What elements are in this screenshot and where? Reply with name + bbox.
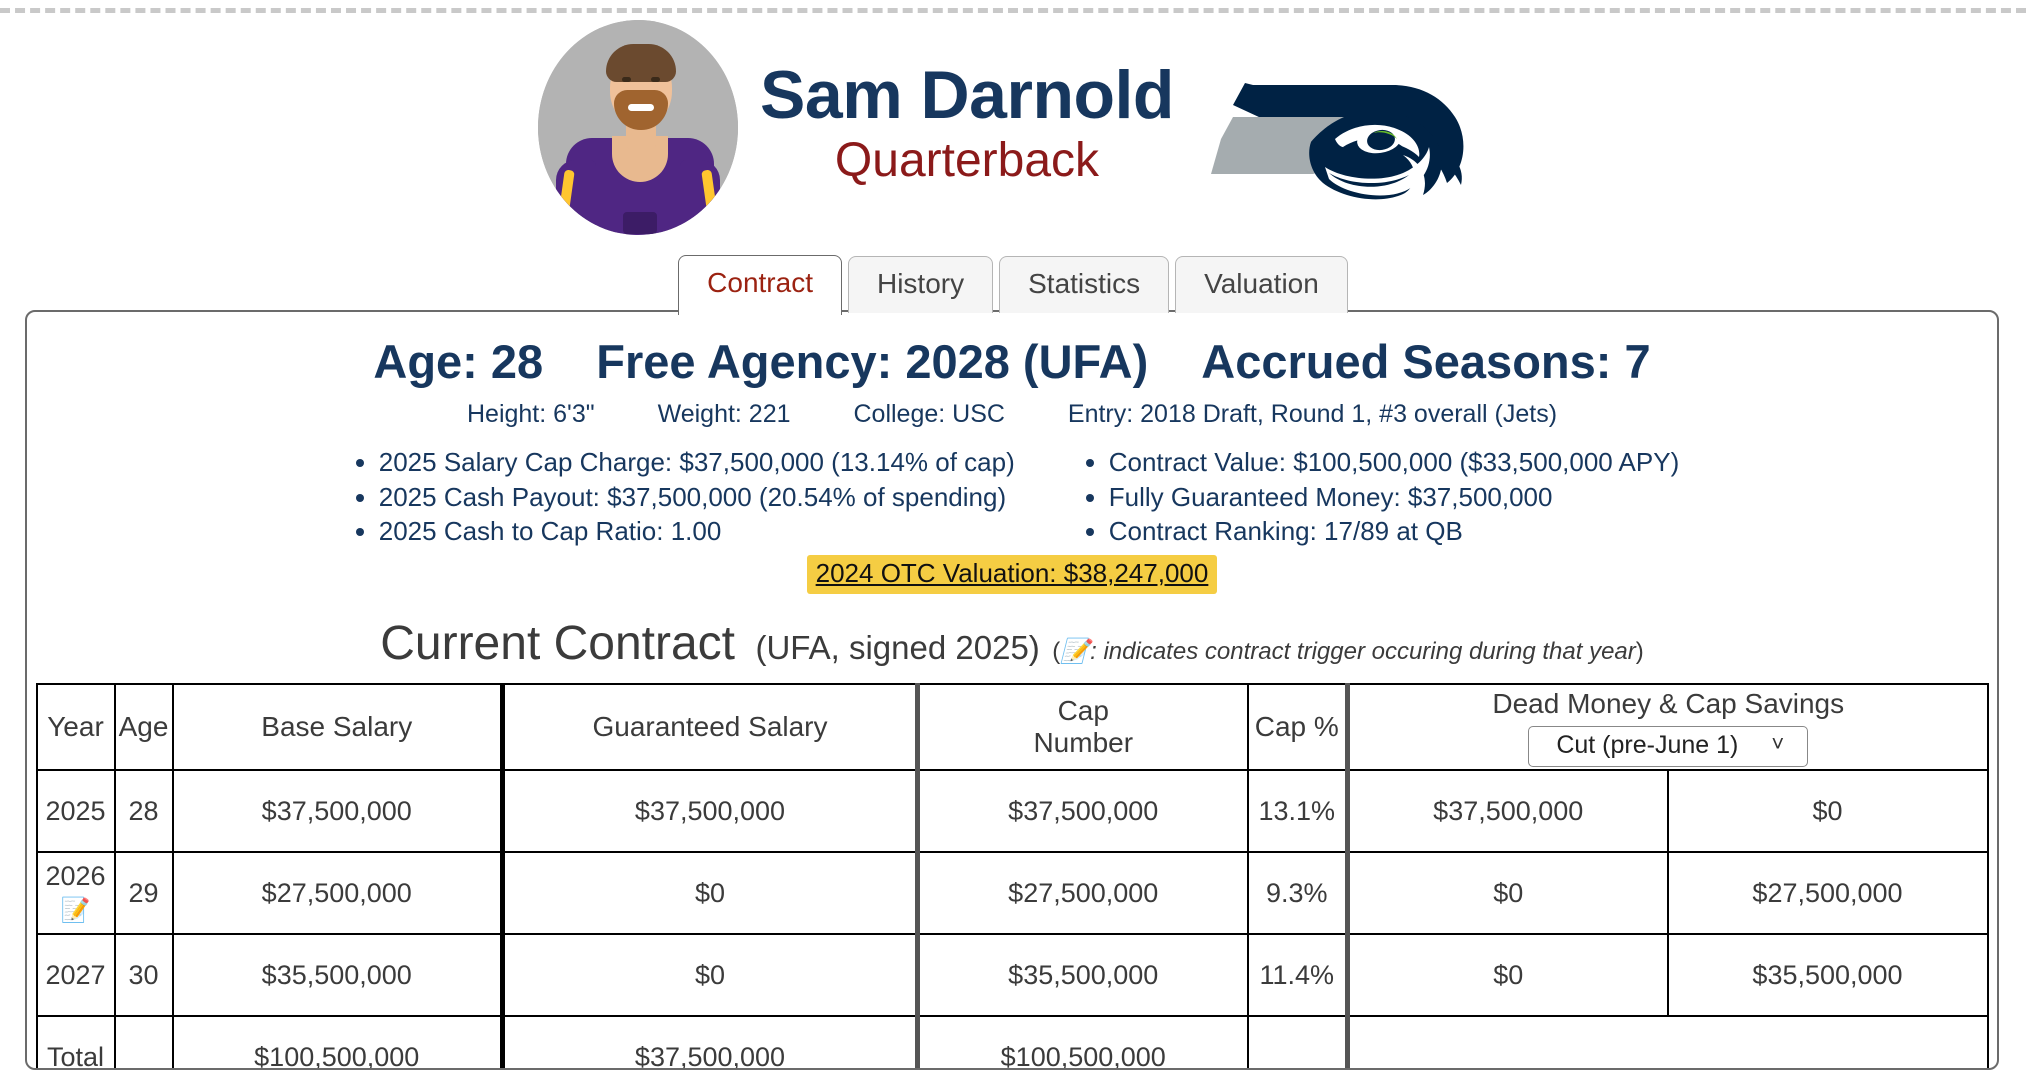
fact-cap-charge: 2025 Salary Cap Charge: $37,500,000 (13.…: [379, 445, 1015, 480]
player-name-block: Sam Darnold Quarterback: [760, 61, 1174, 194]
current-contract-heading: Current Contract: [380, 617, 736, 671]
seahawks-logo-icon: [1188, 33, 1488, 223]
cell-year: 2026 📝: [35, 851, 116, 936]
table-header-row: Year Age Base Salary Guaranteed Salary C…: [35, 683, 1989, 772]
contract-panel: Age: 28 Free Agency: 2028 (UFA) Accrued …: [25, 310, 1999, 1070]
tab-contract[interactable]: Contract: [678, 255, 842, 315]
cell-year-value: 2026: [45, 861, 106, 892]
th-cap-number-line2: Number: [1033, 727, 1134, 759]
headline-accrued-seasons: Accrued Seasons: 7: [1201, 335, 1651, 388]
cell-total-cap-number: $100,500,000: [915, 1015, 1249, 1068]
subline-height: Height: 6'3": [466, 399, 595, 428]
player-headline: Age: 28 Free Agency: 2028 (UFA) Accrued …: [27, 336, 1997, 388]
tab-valuation[interactable]: Valuation: [1175, 256, 1348, 313]
cell-cap-number: $37,500,000: [915, 769, 1249, 854]
fact-cash-to-cap: 2025 Cash to Cap Ratio: 1.00: [379, 514, 1015, 549]
cell-cap-number: $35,500,000: [915, 933, 1249, 1018]
cell-year: 2027: [35, 933, 116, 1018]
fact-cash-payout: 2025 Cash Payout: $37,500,000 (20.54% of…: [379, 480, 1015, 515]
subline-weight: Weight: 221: [657, 399, 791, 428]
cell-year: 2025: [35, 769, 116, 854]
cell-dead-money: $0: [1345, 851, 1669, 936]
table-row: 2025 28 $37,500,000 $37,500,000 $37,500,…: [35, 769, 1989, 854]
dead-money-scenario-select[interactable]: Cut (pre-June 1) ˅: [1528, 725, 1809, 767]
facts-list-right: Contract Value: $100,500,000 ($33,500,00…: [1075, 445, 1680, 549]
trigger-legend: (📝: indicates contract trigger occuring …: [1052, 638, 1644, 665]
th-dead-money-group: Dead Money & Cap Savings Cut (pre-June 1…: [1345, 683, 1989, 772]
facts-list-left: 2025 Salary Cap Charge: $37,500,000 (13.…: [345, 445, 1015, 549]
page-top-divider: [0, 8, 2026, 13]
table-row: 2027 30 $35,500,000 $0 $35,500,000 11.4%…: [35, 933, 1989, 1018]
player-header: Sam Darnold Quarterback: [0, 20, 2026, 235]
cell-cap-pct: 9.3%: [1246, 851, 1349, 936]
table-row: 2026 📝 29 $27,500,000 $0 $27,500,000 9.3…: [35, 851, 1989, 936]
tab-bar: Contract History Statistics Valuation: [0, 255, 2026, 315]
fact-contract-value: Contract Value: $100,500,000 ($33,500,00…: [1109, 445, 1680, 480]
fact-contract-ranking: Contract Ranking: 17/89 at QB: [1109, 514, 1680, 549]
player-name: Sam Darnold: [760, 57, 1174, 134]
table-total-row: Total $100,500,000 $37,500,000 $100,500,…: [35, 1015, 1989, 1068]
headline-free-agency: Free Agency: 2028 (UFA): [596, 335, 1149, 388]
cell-total-dead-blank: [1345, 1015, 1989, 1068]
cell-base-salary: $35,500,000: [171, 933, 504, 1018]
cell-guaranteed-salary: $37,500,000: [500, 769, 919, 854]
cell-total-base-salary: $100,500,000: [171, 1015, 504, 1068]
cell-cap-savings: $0: [1666, 769, 1989, 854]
cell-cap-number: $27,500,000: [915, 851, 1249, 936]
trigger-legend-open: (: [1052, 638, 1061, 666]
otc-valuation-badge[interactable]: 2024 OTC Valuation: $38,247,000: [806, 555, 1218, 595]
cell-total-age: [113, 1015, 174, 1068]
cell-dead-money: $0: [1345, 933, 1669, 1018]
th-age: Age: [113, 683, 174, 772]
cell-total-label: Total: [35, 1015, 116, 1068]
th-year: Year: [35, 683, 116, 772]
contract-trigger-memo-icon: 📝: [60, 897, 91, 925]
trigger-legend-close: ): [1635, 638, 1644, 666]
cell-cap-pct: 13.1%: [1246, 769, 1349, 854]
cell-age: 28: [113, 769, 174, 854]
facts-columns: 2025 Salary Cap Charge: $37,500,000 (13.…: [27, 445, 1997, 549]
th-guaranteed-salary: Guaranteed Salary: [500, 683, 919, 772]
fact-fully-guaranteed: Fully Guaranteed Money: $37,500,000: [1109, 480, 1680, 515]
cell-cap-savings: $35,500,000: [1666, 933, 1989, 1018]
cell-base-salary: $27,500,000: [171, 851, 504, 936]
contract-table: Year Age Base Salary Guaranteed Salary C…: [35, 683, 1989, 1068]
th-cap-number-line1: Cap: [1057, 695, 1109, 727]
chevron-down-icon: ˅: [1771, 730, 1785, 756]
cell-guaranteed-salary: $0: [500, 933, 919, 1018]
current-contract-subheading: (UFA, signed 2025): [755, 629, 1040, 667]
cell-age: 29: [113, 851, 174, 936]
dead-money-scenario-value: Cut (pre-June 1): [1556, 730, 1739, 759]
memo-icon: 📝: [1060, 638, 1091, 666]
tab-statistics[interactable]: Statistics: [999, 256, 1170, 313]
otc-valuation-wrap: 2024 OTC Valuation: $38,247,000: [27, 555, 1997, 595]
player-position: Quarterback: [834, 134, 1100, 188]
cell-age: 30: [113, 933, 174, 1018]
cell-cap-pct: 11.4%: [1246, 933, 1349, 1018]
subline-entry: Entry: 2018 Draft, Round 1, #3 overall (…: [1067, 399, 1558, 428]
th-base-salary: Base Salary: [171, 683, 504, 772]
cell-total-cap-pct: [1246, 1015, 1349, 1068]
th-cap-number: Cap Number: [915, 683, 1249, 772]
subline-college: College: USC: [853, 399, 1005, 428]
th-cap-pct: Cap %: [1246, 683, 1349, 772]
cell-total-guaranteed-salary: $37,500,000: [500, 1015, 919, 1068]
cell-guaranteed-salary: $0: [500, 851, 919, 936]
th-dead-money-label: Dead Money & Cap Savings: [1492, 687, 1845, 719]
cell-dead-money: $37,500,000: [1345, 769, 1669, 854]
cell-cap-savings: $27,500,000: [1666, 851, 1989, 936]
tab-history[interactable]: History: [847, 256, 994, 313]
player-headshot: [538, 20, 739, 235]
trigger-legend-text: : indicates contract trigger occuring du…: [1090, 638, 1636, 666]
headline-age: Age: 28: [373, 335, 544, 388]
player-subline: Height: 6'3" Weight: 221 College: USC En…: [27, 400, 1997, 429]
current-contract-title: Current Contract (UFA, signed 2025) (📝: …: [27, 616, 1997, 671]
cell-base-salary: $37,500,000: [171, 769, 504, 854]
